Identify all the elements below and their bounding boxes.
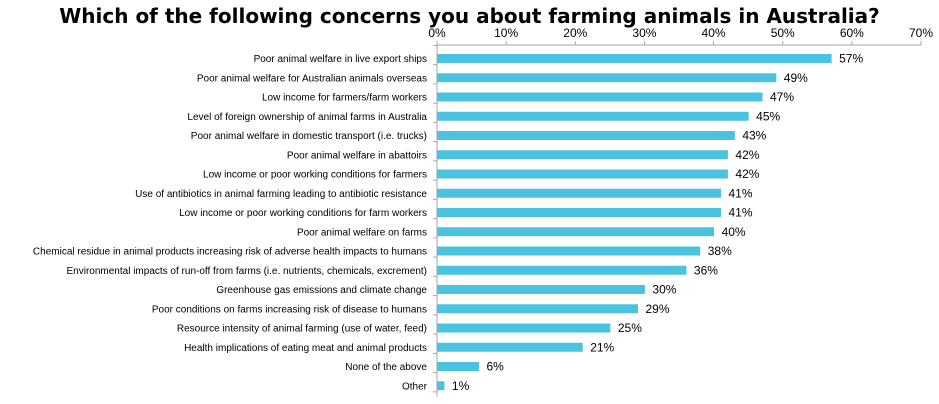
x-tick-label: 20% bbox=[563, 26, 587, 40]
bar bbox=[437, 265, 687, 275]
bar bbox=[437, 188, 721, 198]
value-label: 30% bbox=[652, 283, 676, 297]
category-label: Poor animal welfare in domestic transpor… bbox=[191, 131, 427, 142]
bar bbox=[437, 150, 728, 160]
value-label: 29% bbox=[646, 302, 670, 316]
bar bbox=[437, 227, 715, 237]
value-label: 21% bbox=[590, 340, 614, 354]
x-tick-label: 0% bbox=[428, 26, 446, 40]
bar bbox=[437, 342, 583, 352]
x-tick-label: 60% bbox=[840, 26, 864, 40]
value-label: 43% bbox=[742, 129, 766, 143]
category-label: Poor conditions on farms increasing risk… bbox=[152, 304, 427, 315]
value-label: 45% bbox=[756, 109, 780, 123]
category-label: Low income for farmers/farm workers bbox=[262, 93, 427, 104]
bar bbox=[437, 304, 639, 314]
bar bbox=[437, 362, 479, 371]
x-tick-label: 70% bbox=[909, 26, 933, 40]
category-label: Health implications of eating meat and a… bbox=[184, 343, 427, 354]
x-tick-label: 40% bbox=[702, 26, 726, 40]
category-label: Poor animal welfare for Australian anima… bbox=[197, 73, 427, 84]
category-label: Poor animal welfare in live export ships bbox=[254, 54, 427, 65]
x-tick-label: 10% bbox=[494, 26, 518, 40]
value-label: 57% bbox=[839, 52, 863, 66]
value-label: 25% bbox=[618, 321, 642, 335]
category-label: Low income or poor working conditions fo… bbox=[203, 170, 427, 181]
value-label: 47% bbox=[770, 90, 794, 104]
category-label: Other bbox=[402, 381, 428, 392]
category-label: Chemical residue in animal products incr… bbox=[33, 247, 427, 258]
category-label: Low income or poor working conditions fo… bbox=[179, 208, 427, 219]
value-label: 1% bbox=[452, 379, 470, 393]
bar bbox=[437, 381, 445, 391]
category-label: Environmental impacts of run-off from fa… bbox=[67, 266, 428, 277]
category-label: None of the above bbox=[345, 362, 427, 373]
bar bbox=[437, 73, 777, 83]
bar bbox=[437, 131, 735, 140]
x-tick-label: 30% bbox=[632, 26, 656, 40]
value-label: 41% bbox=[728, 186, 752, 200]
category-label: Poor animal welfare in abattoirs bbox=[287, 150, 427, 161]
bar bbox=[437, 208, 721, 217]
bar bbox=[437, 111, 749, 121]
value-label: 6% bbox=[486, 360, 504, 374]
category-label: Level of foreign ownership of animal far… bbox=[187, 112, 427, 123]
bar bbox=[437, 246, 701, 256]
x-tick-label: 50% bbox=[771, 26, 795, 40]
bar bbox=[437, 285, 645, 294]
bar bbox=[437, 92, 763, 102]
value-label: 49% bbox=[784, 71, 808, 85]
value-label: 38% bbox=[708, 244, 732, 258]
category-label: Resource intensity of animal farming (us… bbox=[177, 324, 427, 335]
chart-title: Which of the following concerns you abou… bbox=[59, 4, 880, 28]
value-label: 41% bbox=[728, 206, 752, 220]
bar bbox=[437, 54, 832, 63]
value-label: 42% bbox=[735, 167, 759, 181]
value-label: 36% bbox=[694, 263, 718, 277]
value-label: 40% bbox=[722, 225, 746, 239]
bar bbox=[437, 169, 728, 179]
category-label: Use of antibiotics in animal farming lea… bbox=[135, 189, 427, 200]
category-label: Poor animal welfare on farms bbox=[297, 227, 427, 238]
category-label: Greenhouse gas emissions and climate cha… bbox=[216, 285, 427, 296]
value-label: 42% bbox=[735, 148, 759, 162]
bar bbox=[437, 323, 611, 333]
